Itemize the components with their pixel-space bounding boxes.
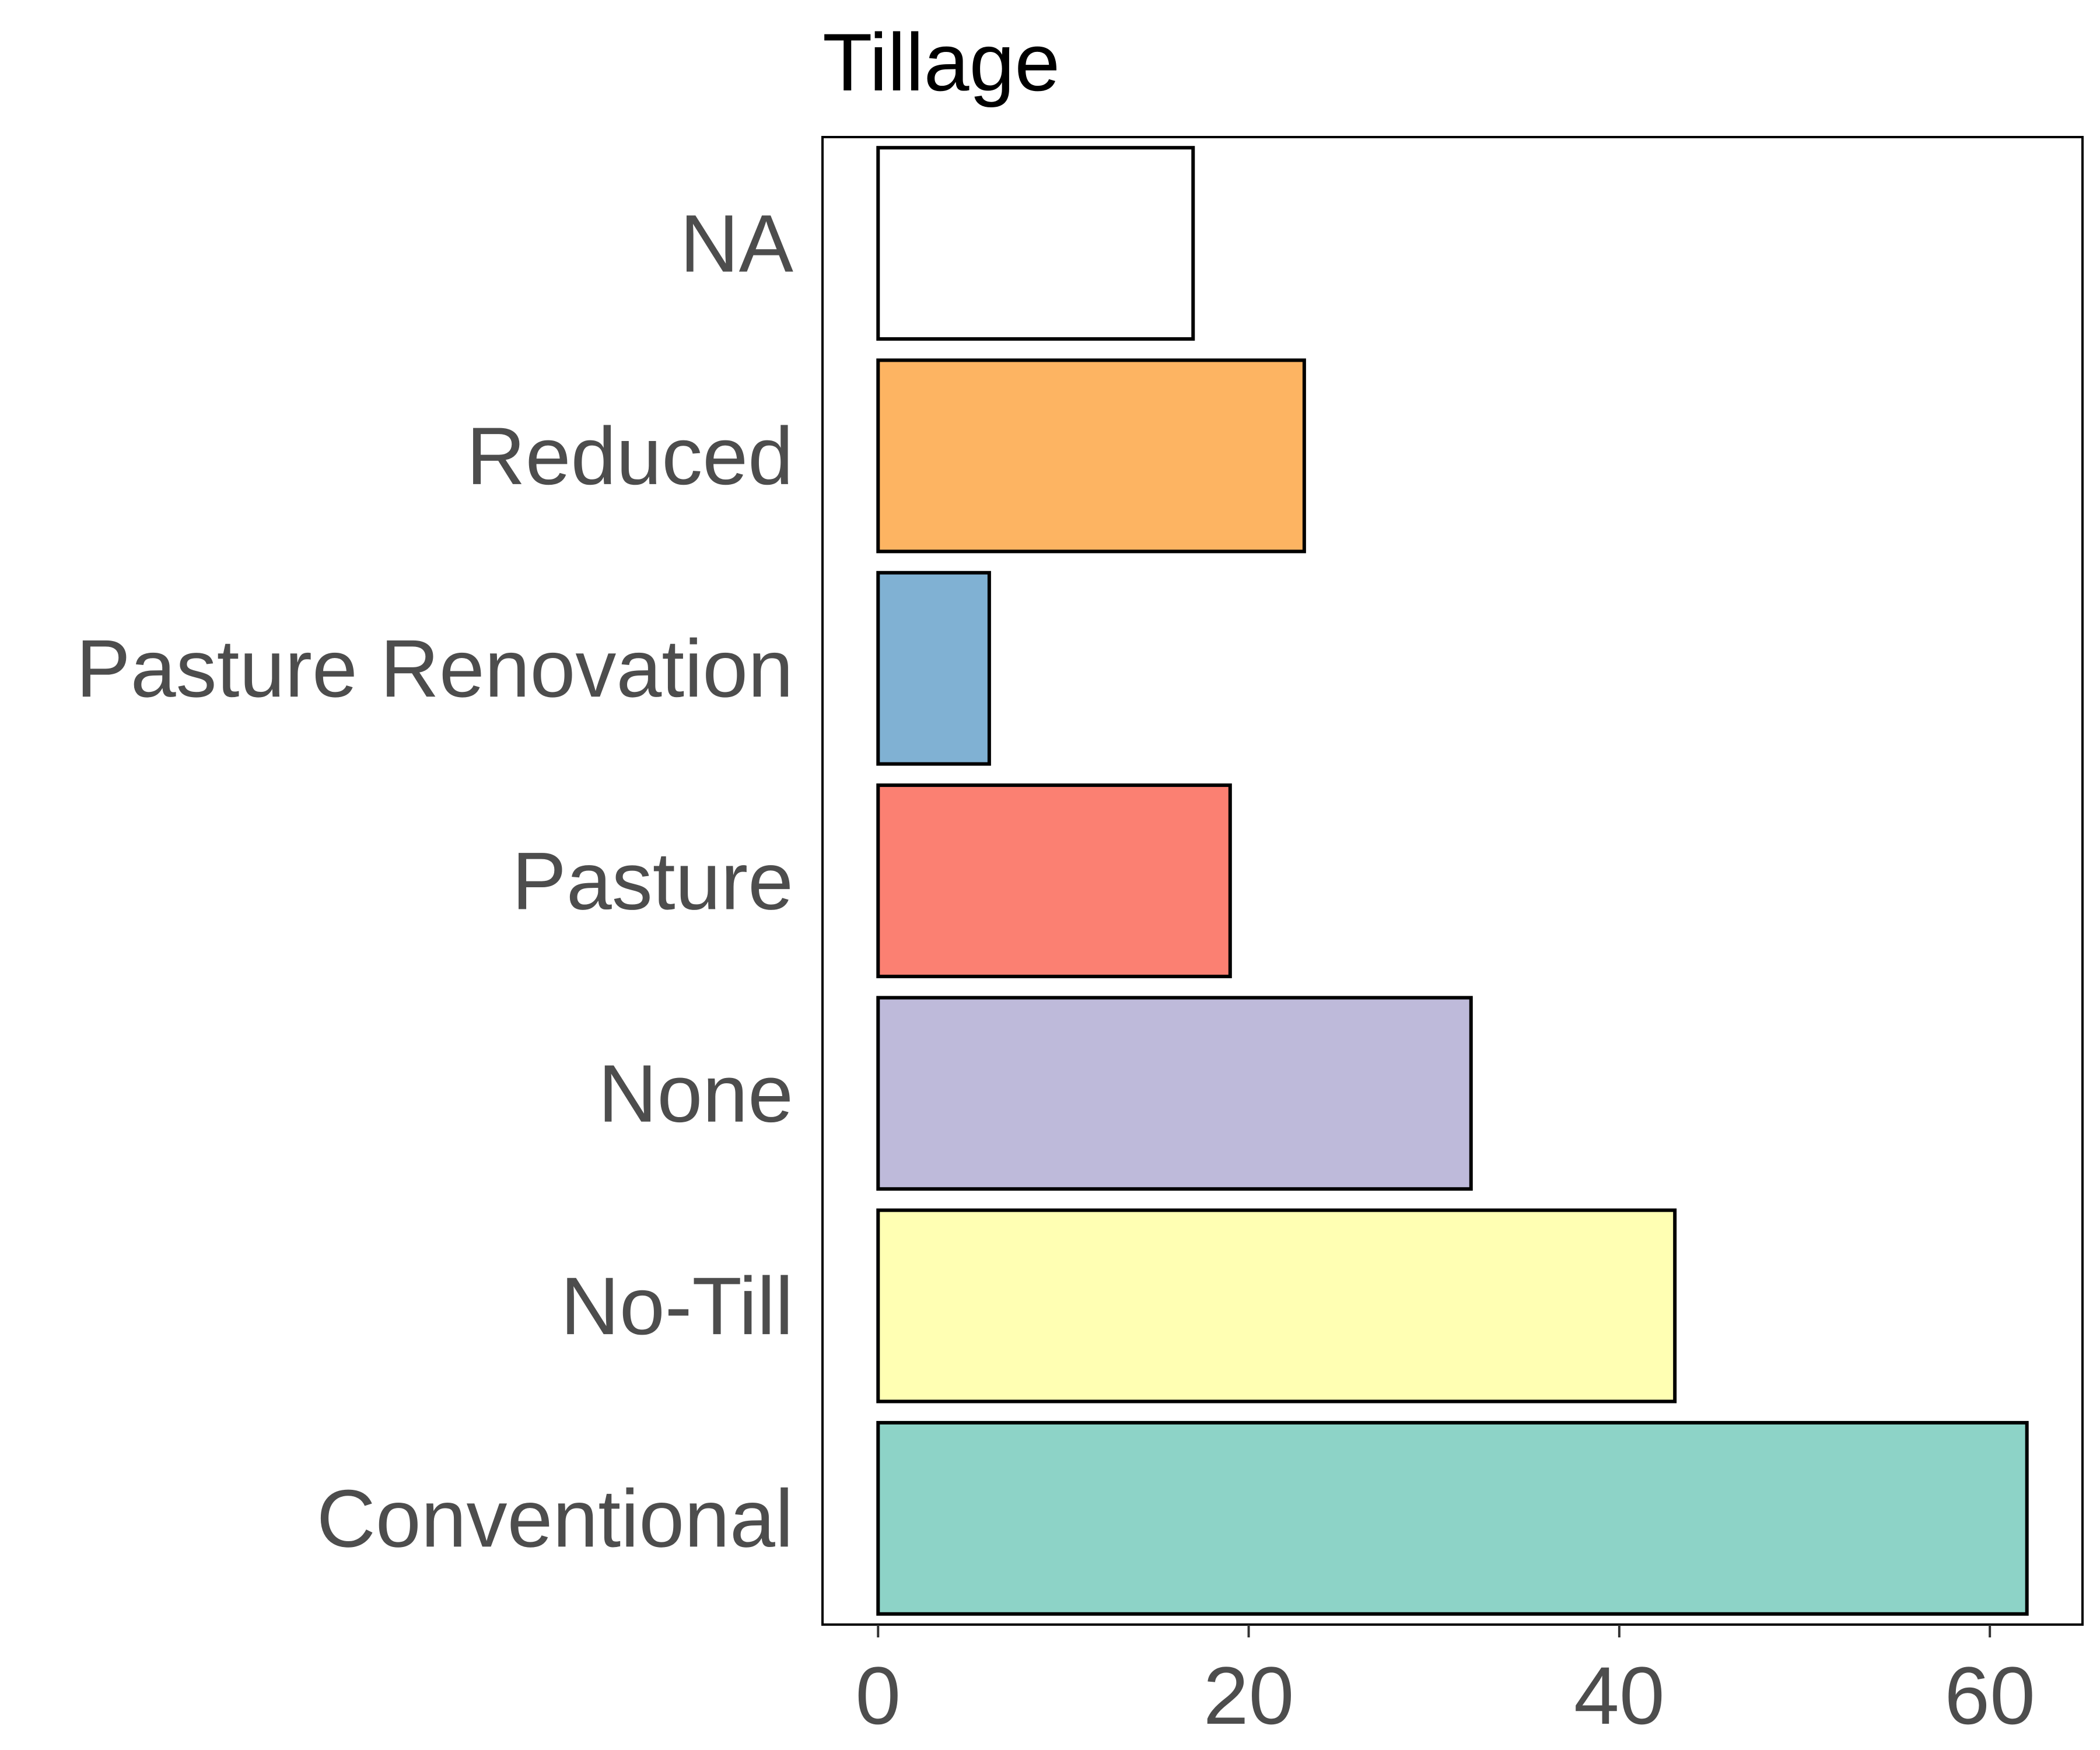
x-axis: 0 20 40 60 xyxy=(855,1625,2035,1741)
bar-reduced xyxy=(876,358,1306,554)
bar-no-till xyxy=(876,1208,1677,1404)
panel-border xyxy=(821,136,2084,1626)
category-label-no-till: No-Till xyxy=(561,1260,793,1352)
bar-na xyxy=(876,146,1195,341)
bar-none xyxy=(876,996,1473,1191)
category-label-pasture: Pasture xyxy=(512,835,793,927)
category-label-reduced: Reduced xyxy=(467,410,793,502)
category-label-conventional: Conventional xyxy=(317,1472,793,1564)
bar-pasture xyxy=(876,783,1232,978)
category-labels: Conventional No-Till None Pasture Pasture Re… xyxy=(76,198,793,1564)
x-tick-label-60: 60 xyxy=(1944,1650,2035,1741)
category-label-na: NA xyxy=(680,198,794,289)
bars-layer xyxy=(876,146,2029,1616)
bar-conventional xyxy=(876,1420,2029,1616)
category-label-pasture-renovation: Pasture Renovation xyxy=(76,622,793,714)
bar-pasture-renovation xyxy=(876,570,991,766)
chart-title: Tillage xyxy=(822,16,1060,108)
x-tick-label-20: 20 xyxy=(1203,1650,1294,1741)
category-label-none: None xyxy=(598,1048,793,1139)
x-tick-label-0: 0 xyxy=(855,1650,901,1741)
x-tick-label-40: 40 xyxy=(1574,1650,1665,1741)
